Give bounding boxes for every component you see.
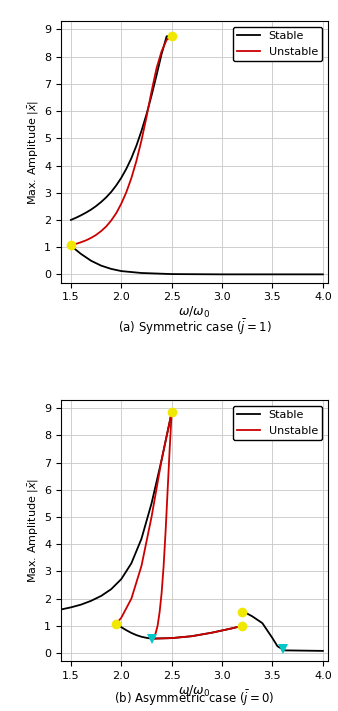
Title: (a) Symmetric case ($\bar{j} = 1$): (a) Symmetric case ($\bar{j} = 1$): [118, 317, 271, 336]
X-axis label: $\omega/\omega_0$: $\omega/\omega_0$: [178, 684, 211, 699]
X-axis label: $\omega/\omega_0$: $\omega/\omega_0$: [178, 305, 211, 320]
Legend: Stable, Unstable: Stable, Unstable: [233, 405, 322, 440]
Legend: Stable, Unstable: Stable, Unstable: [233, 27, 322, 61]
Y-axis label: Max. Amplitude $|\bar{x}|$: Max. Amplitude $|\bar{x}|$: [27, 100, 41, 205]
Title: (b) Asymmetric case ($\bar{j} = 0$): (b) Asymmetric case ($\bar{j} = 0$): [114, 688, 275, 707]
Y-axis label: Max. Amplitude $|\bar{x}|$: Max. Amplitude $|\bar{x}|$: [27, 478, 41, 583]
